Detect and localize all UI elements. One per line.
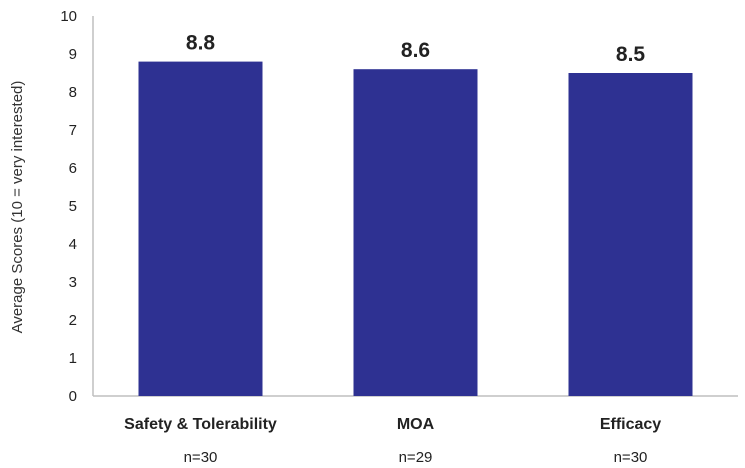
sample-size-labels: n=30 n=29 n=30 bbox=[184, 449, 648, 466]
y-axis-title: Average Scores (10 = very interested) bbox=[9, 81, 26, 334]
y-tick-label: 2 bbox=[69, 312, 77, 329]
y-tick-label: 8 bbox=[69, 84, 77, 101]
bar-value-label: 8.8 bbox=[186, 32, 216, 55]
sample-size-label: n=29 bbox=[399, 449, 433, 466]
y-tick-label: 4 bbox=[69, 236, 77, 253]
y-tick-label: 10 bbox=[60, 8, 77, 25]
y-tick-labels: 0 1 2 3 4 5 6 7 8 9 10 bbox=[60, 8, 77, 405]
sample-size-label: n=30 bbox=[184, 449, 218, 466]
category-labels: Safety & Tolerability MOA Efficacy bbox=[124, 416, 661, 433]
y-tick-label: 3 bbox=[69, 274, 77, 291]
y-tick-label: 5 bbox=[69, 198, 77, 215]
y-tick-label: 1 bbox=[69, 350, 77, 367]
sample-size-label: n=30 bbox=[614, 449, 648, 466]
category-label: Safety & Tolerability bbox=[124, 416, 277, 433]
category-label: MOA bbox=[397, 416, 435, 433]
y-tick-label: 6 bbox=[69, 160, 77, 177]
bar-value-label: 8.6 bbox=[401, 39, 430, 62]
y-tick-label: 9 bbox=[69, 46, 77, 63]
y-tick-label: 7 bbox=[69, 122, 77, 139]
bar bbox=[138, 61, 263, 396]
category-label: Efficacy bbox=[600, 416, 661, 433]
bar-value-label: 8.5 bbox=[616, 43, 646, 66]
bar bbox=[353, 69, 478, 396]
y-tick-label: 0 bbox=[69, 388, 77, 405]
bar bbox=[568, 73, 693, 396]
value-labels: 8.8 8.6 8.5 bbox=[186, 32, 646, 66]
bars bbox=[138, 61, 693, 396]
